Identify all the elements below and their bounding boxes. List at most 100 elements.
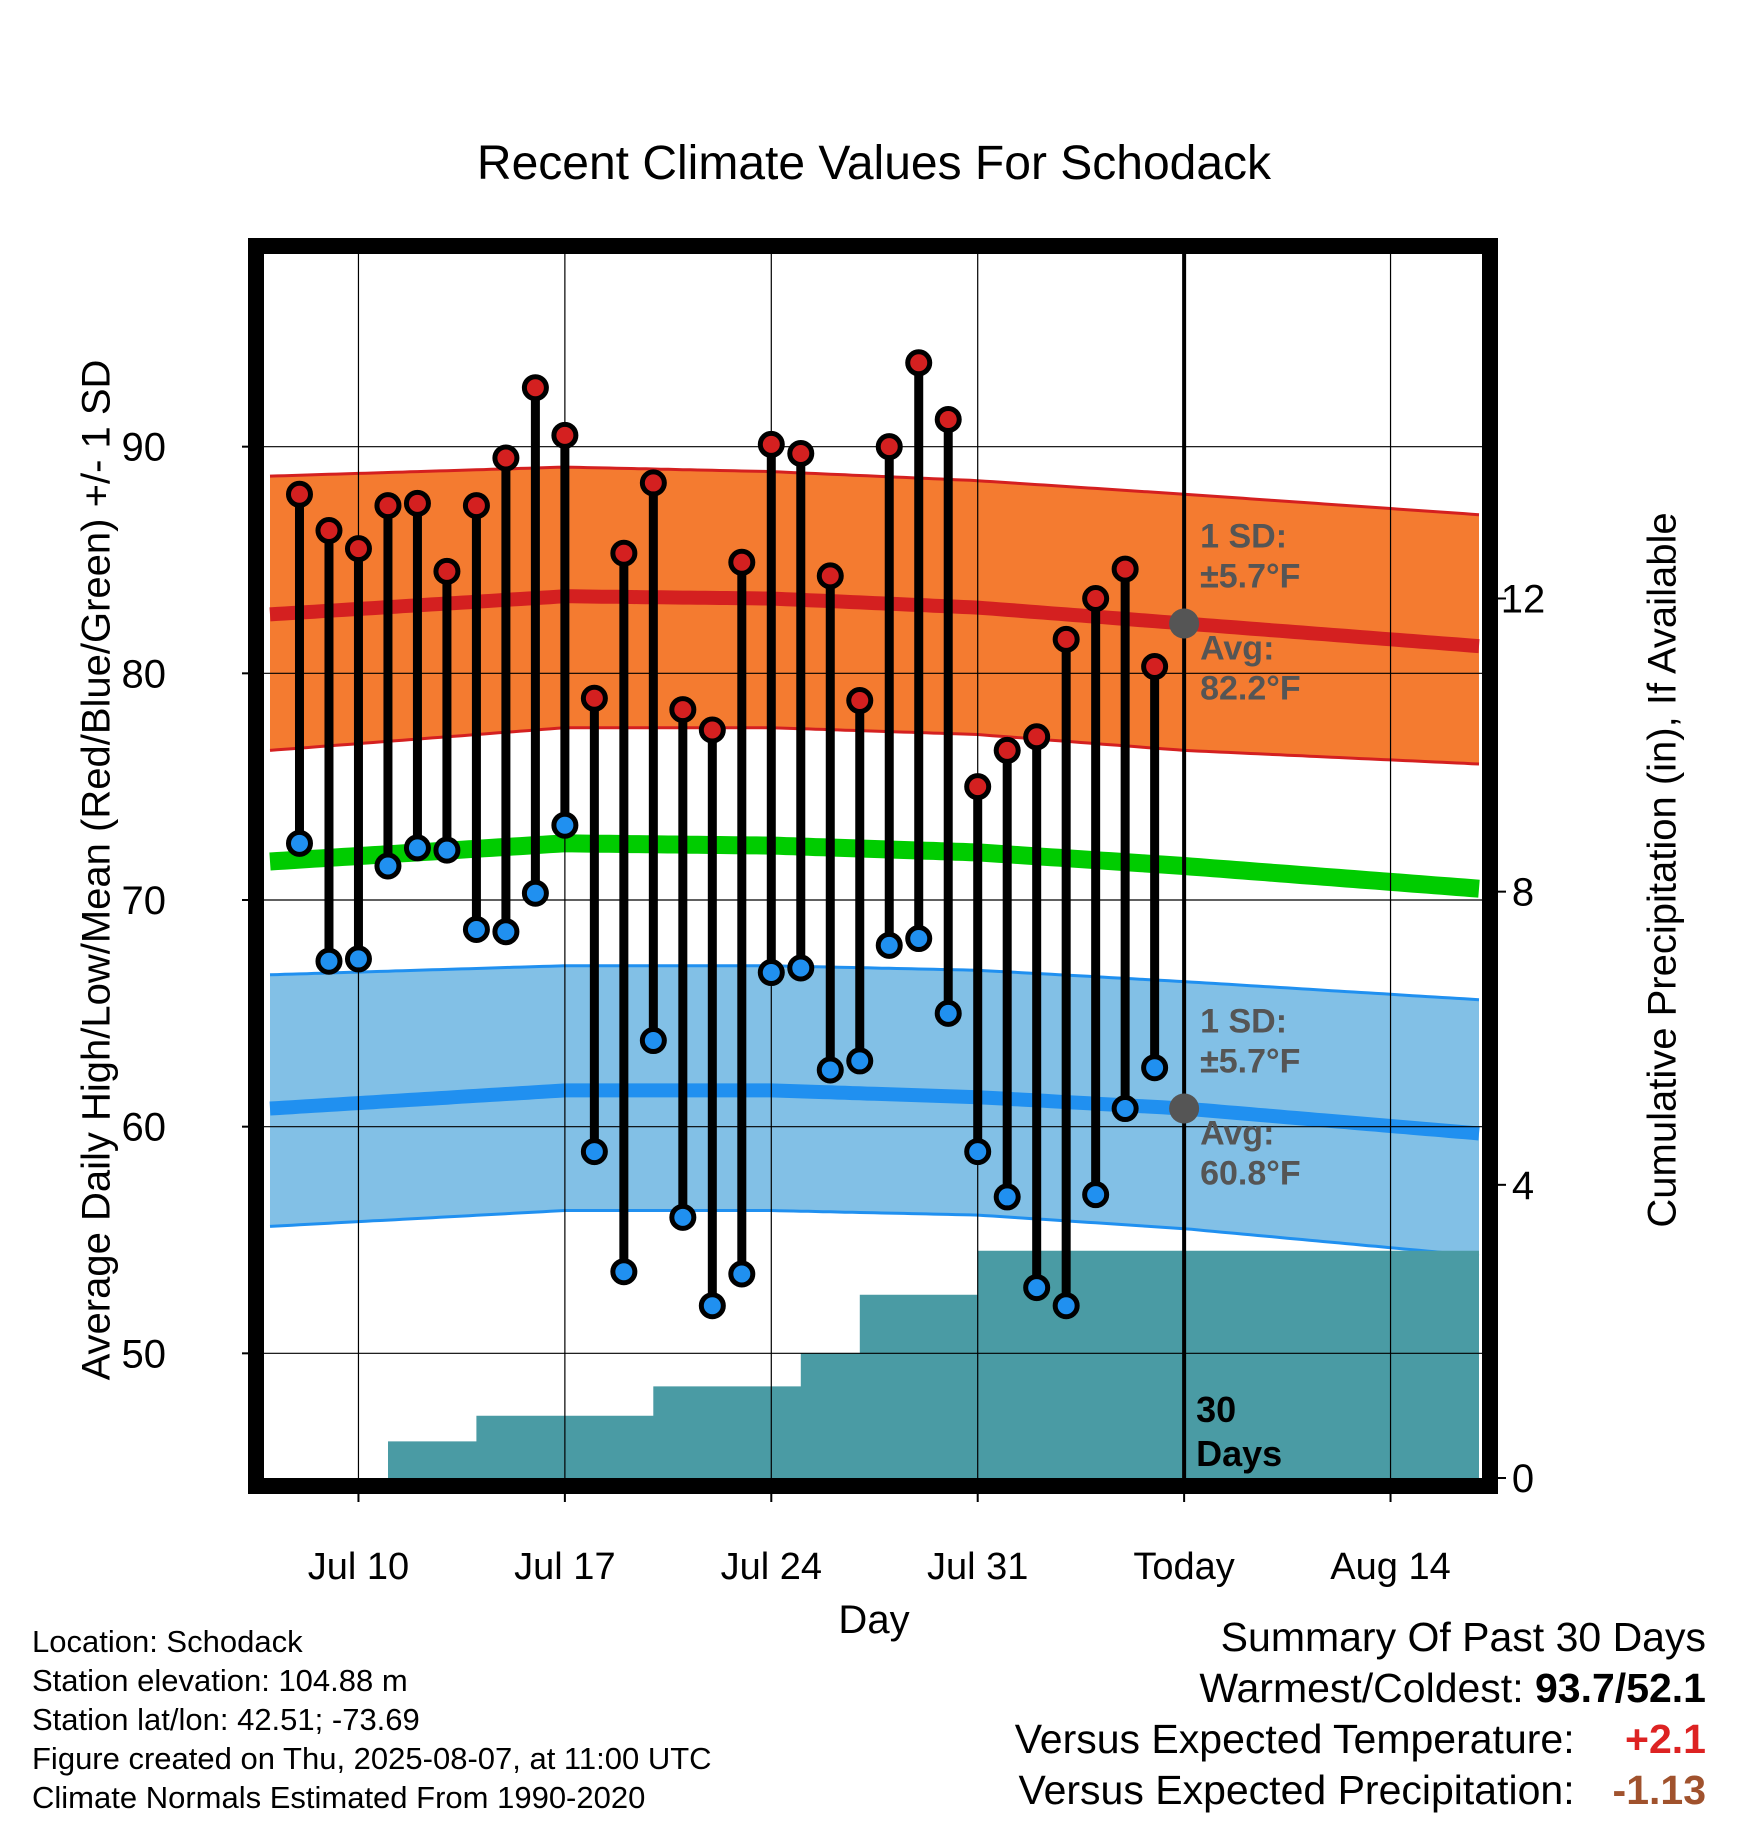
high-sd-value: ±5.7°F [1200, 557, 1300, 595]
high-avg-marker [1169, 608, 1200, 639]
high-avg-label: Avg: [1200, 629, 1274, 667]
x-tick-label: Jul 10 [308, 1546, 409, 1588]
x-tick-label: Jul 31 [927, 1546, 1028, 1588]
high-mean-line [269, 589, 1480, 654]
low-lower-line [269, 1209, 1480, 1258]
daily-low-point [639, 1027, 667, 1055]
daily-high-point [846, 687, 874, 715]
daily-low-point [905, 925, 933, 953]
daily-low-point [1023, 1274, 1051, 1302]
daily-high-point [610, 539, 638, 567]
daily-high-point [315, 517, 343, 545]
high-lower-line [269, 726, 1480, 766]
daily-high-point [492, 444, 520, 472]
daily-low-point [551, 811, 579, 839]
daily-low-point [964, 1138, 992, 1166]
daily-low-point [462, 915, 490, 943]
low-sd-value: ±5.7°F [1200, 1043, 1300, 1081]
daily-low-point [993, 1183, 1021, 1211]
precip-area [270, 1250, 1479, 1478]
y-tick-label: 80 [122, 652, 167, 696]
daily-low-point [698, 1292, 726, 1320]
summary-precip: Versus Expected Precipitation: -1.13 [1015, 1765, 1707, 1816]
station-info: Location: Schodack Station elevation: 10… [32, 1622, 712, 1817]
x-tick-label: Jul 17 [514, 1546, 615, 1588]
daily-high-point [433, 557, 461, 585]
high-avg-value: 82.2°F [1200, 669, 1301, 707]
y-tick-label: 50 [122, 1332, 167, 1376]
y2-tick-label: 0 [1512, 1457, 1534, 1501]
summary-panel: Summary Of Past 30 Days Warmest/Coldest:… [1015, 1612, 1706, 1816]
daily-high-point [698, 716, 726, 744]
days-label-bottom: Days [1196, 1433, 1282, 1474]
x-axis-label: Day [838, 1598, 910, 1642]
precip-value: -1.13 [1612, 1767, 1706, 1813]
y2-tick-label: 12 [1501, 577, 1546, 621]
high-upper-line [269, 465, 1480, 517]
precip-cumulative-area [270, 1250, 1479, 1478]
plot-frame [248, 238, 1498, 1494]
observed-temperatures [285, 349, 1169, 1320]
warm-cold-value: 93.7/52.1 [1535, 1665, 1706, 1711]
y2-tick-label: 4 [1512, 1164, 1534, 1208]
y2-tick-label: 8 [1512, 871, 1534, 915]
daily-high-point [344, 535, 372, 563]
daily-high-point [964, 773, 992, 801]
low-upper-line [269, 964, 1480, 1002]
daily-low-point [344, 945, 372, 973]
daily-high-point [787, 439, 815, 467]
high-sd-label: 1 SD: [1200, 517, 1287, 555]
daily-low-point [875, 931, 903, 959]
daily-low-point [374, 852, 402, 880]
daily-high-point [669, 696, 697, 724]
daily-low-point [816, 1056, 844, 1084]
daily-high-point [639, 469, 667, 497]
daily-low-point [1082, 1181, 1110, 1209]
low-sd-band [270, 965, 1479, 1256]
daily-low-point [1052, 1292, 1080, 1320]
mean-line [269, 834, 1480, 898]
daily-low-point [1111, 1095, 1139, 1123]
precip-label: Versus Expected Precipitation: [1018, 1767, 1575, 1813]
days-label-top: 30 [1196, 1389, 1236, 1430]
daily-low-point [315, 947, 343, 975]
normal-bands [269, 465, 1480, 1258]
daily-high-point [1141, 653, 1169, 681]
daily-high-point [374, 492, 402, 520]
created-text: Figure created on Thu, 2025-08-07, at 11… [32, 1741, 712, 1776]
daily-high-point [728, 548, 756, 576]
y2-axis-label: Cumulative Precipitation (in), If Availa… [1640, 512, 1685, 1228]
summary-warm-cold: Warmest/Coldest: 93.7/52.1 [1015, 1663, 1706, 1714]
high-sd-band [270, 467, 1479, 764]
daily-low-point [757, 959, 785, 987]
daily-low-point [433, 836, 461, 864]
daily-low-point [669, 1203, 697, 1231]
daily-high-point [757, 430, 785, 458]
elevation-text: Station elevation: 104.88 m [32, 1663, 408, 1698]
daily-high-point [1052, 625, 1080, 653]
daily-high-point [905, 349, 933, 377]
warm-cold-label: Warmest/Coldest: [1199, 1665, 1524, 1711]
daily-high-point [1082, 585, 1110, 613]
x-tick-label: Today [1133, 1546, 1234, 1588]
y-tick-label: 90 [122, 426, 167, 470]
daily-high-point [993, 736, 1021, 764]
temp-value: +2.1 [1625, 1716, 1706, 1762]
temp-label: Versus Expected Temperature: [1014, 1716, 1575, 1762]
x-tick-label: Jul 24 [721, 1546, 822, 1588]
daily-low-point [610, 1258, 638, 1286]
daily-low-point [580, 1138, 608, 1166]
daily-low-point [1141, 1054, 1169, 1082]
y-tick-label: 70 [122, 879, 167, 923]
x-tick-label: Aug 14 [1330, 1546, 1450, 1588]
daily-low-point [285, 829, 313, 857]
y-axis-label: Average Daily High/Low/Mean (Red/Blue/Gr… [74, 359, 119, 1381]
daily-high-point [580, 684, 608, 712]
daily-high-point [875, 433, 903, 461]
daily-low-point [492, 918, 520, 946]
daily-low-point [934, 999, 962, 1027]
daily-high-point [816, 562, 844, 590]
low-avg-marker [1169, 1093, 1200, 1124]
